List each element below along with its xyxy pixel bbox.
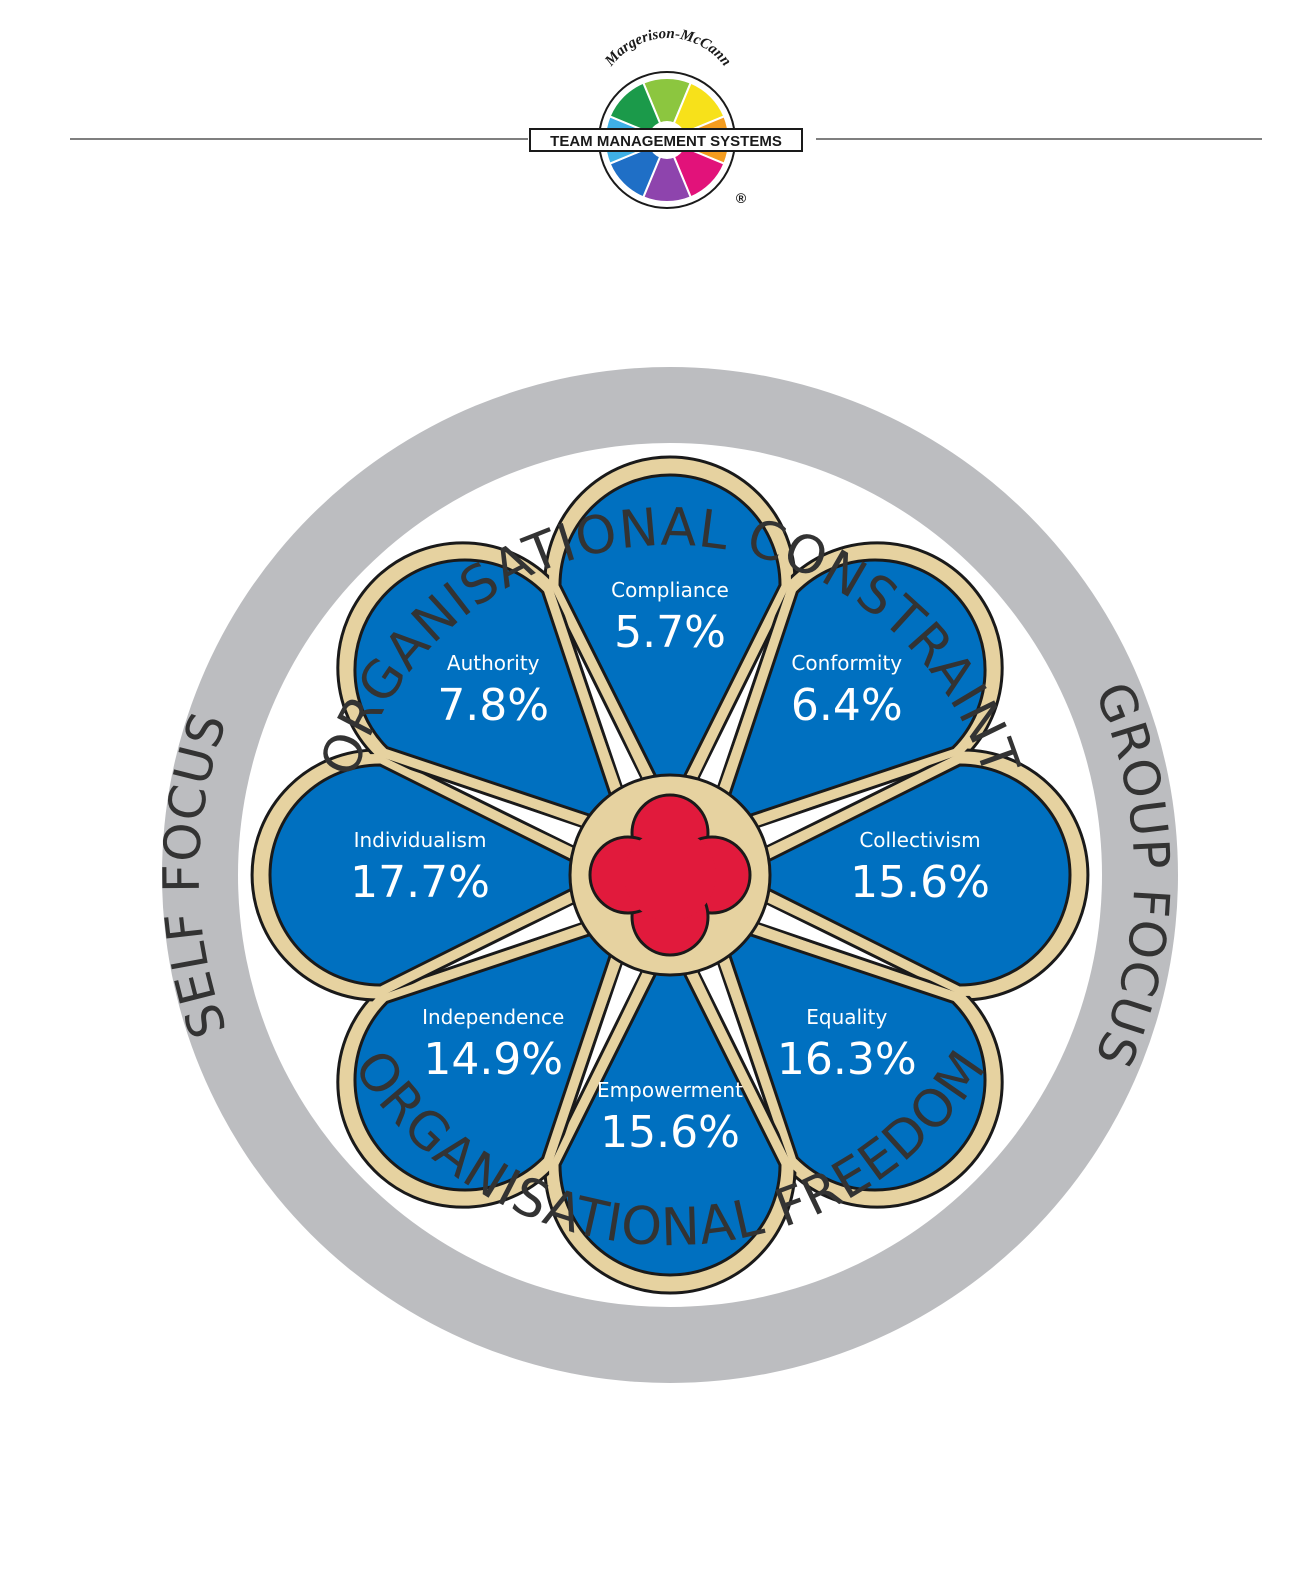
petal-name: Compliance [611,578,729,602]
petal-equality [717,922,987,1192]
petal-labels: Compliance 5.7% Conformity 6.4% Collectivism… [350,578,990,1158]
petal-individualism [268,763,602,987]
logo-segment [641,155,693,203]
petal-collectivism [738,763,1072,987]
center-quatrefoil [588,793,752,957]
petal-name: Empowerment [597,1078,743,1102]
logo-segment [608,81,662,135]
center-hub [568,773,772,977]
petal-name: Independence [422,1005,564,1029]
petal-value: 16.3% [777,1034,917,1085]
petal-empowerment [558,943,782,1277]
petal-independence [353,922,623,1192]
petal-name: Authority [447,651,540,675]
petal-conformity [717,558,987,828]
quatrefoil-core [624,829,716,921]
petal-value: 7.8% [437,680,549,731]
petal-name: Collectivism [859,828,980,852]
logo-banner [529,128,803,152]
petal-value: 15.6% [850,857,990,908]
petal-value: 6.4% [791,680,903,731]
petals [268,473,1072,1277]
petal-name: Conformity [791,651,902,675]
logo-banner-text: TEAM MANAGEMENT SYSTEMS [550,133,782,150]
petal-value: 17.7% [350,857,490,908]
petal-name: Individualism [354,828,487,852]
registered-mark: ® [736,190,747,206]
petal-authority [353,558,623,828]
header: Margerison-McCann TEAM MANAGEMENT SYSTEM… [70,26,1262,209]
petal-value: 15.6% [600,1107,740,1158]
petal-compliance [558,473,782,807]
petal-name: Equality [806,1005,887,1029]
logo-segment [641,77,693,125]
petal-value: 14.9% [423,1034,563,1085]
petal-value: 5.7% [614,607,726,658]
